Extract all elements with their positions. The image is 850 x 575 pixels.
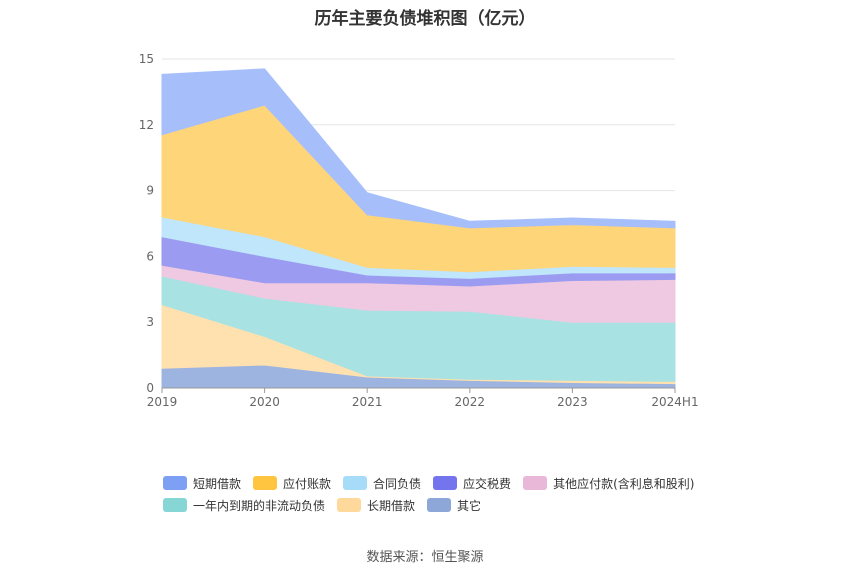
legend-label: 短期借款 <box>193 476 242 491</box>
x-tick-label: 2021 <box>352 395 383 409</box>
area-series-7 <box>161 68 676 229</box>
stacked-areas <box>161 68 676 389</box>
legend-label: 一年内到期的非流动负债 <box>193 498 326 513</box>
legend: 短期借款 应付账款 合同负债 应交税费 其他应付款(含利息和股利) 一年内到期的非流动负… <box>163 472 723 516</box>
legend-item[interactable]: 一年内到期的非流动负债 <box>163 494 325 516</box>
legend-swatch <box>343 476 368 490</box>
x-tick-label: 2019 <box>147 395 178 409</box>
source-note: 数据来源：恒生聚源 <box>366 550 484 565</box>
axes: 0 3 6 9 12 15 2019 2020 2021 2022 2023 2024H1 <box>139 52 699 409</box>
x-tick-label: 2023 <box>557 395 588 409</box>
legend-label: 合同负债 <box>373 476 422 491</box>
chart-title: 历年主要负债堆积图（亿元） <box>314 9 536 29</box>
y-tick-label: 0 <box>146 381 154 395</box>
legend-swatch <box>337 498 362 512</box>
y-tick-label: 15 <box>139 52 154 66</box>
legend-swatch <box>163 498 187 512</box>
legend-label: 其它 <box>457 498 482 513</box>
legend-swatch <box>433 476 458 490</box>
legend-swatch <box>427 498 452 512</box>
legend-label: 应交税费 <box>463 476 512 491</box>
y-tick-label: 9 <box>146 184 154 198</box>
legend-row-2: 一年内到期的非流动负债 长期借款 其它 <box>163 494 723 516</box>
legend-row-1: 短期借款 应付账款 合同负债 应交税费 其他应付款(含利息和股利) <box>163 472 723 494</box>
legend-item[interactable]: 短期借款 <box>163 472 241 494</box>
legend-item[interactable]: 其他应付款(含利息和股利) <box>523 472 694 494</box>
legend-item[interactable]: 合同负债 <box>343 472 421 494</box>
legend-swatch <box>253 476 278 490</box>
legend-item[interactable]: 长期借款 <box>337 494 415 516</box>
legend-label: 应付账款 <box>283 476 332 491</box>
x-tick-label: 2020 <box>249 395 280 409</box>
y-tick-label: 12 <box>139 118 154 132</box>
y-tick-label: 6 <box>146 249 154 263</box>
x-tick-label: 2024H1 <box>651 395 698 409</box>
legend-swatch <box>523 476 548 490</box>
legend-item[interactable]: 其它 <box>427 494 481 516</box>
x-tick-label: 2022 <box>455 395 486 409</box>
legend-label: 其他应付款(含利息和股利) <box>553 476 695 491</box>
legend-item[interactable]: 应交税费 <box>433 472 511 494</box>
y-tick-label: 3 <box>146 315 154 329</box>
legend-swatch <box>163 476 187 490</box>
legend-label: 长期借款 <box>367 498 416 513</box>
legend-item[interactable]: 应付账款 <box>253 472 331 494</box>
